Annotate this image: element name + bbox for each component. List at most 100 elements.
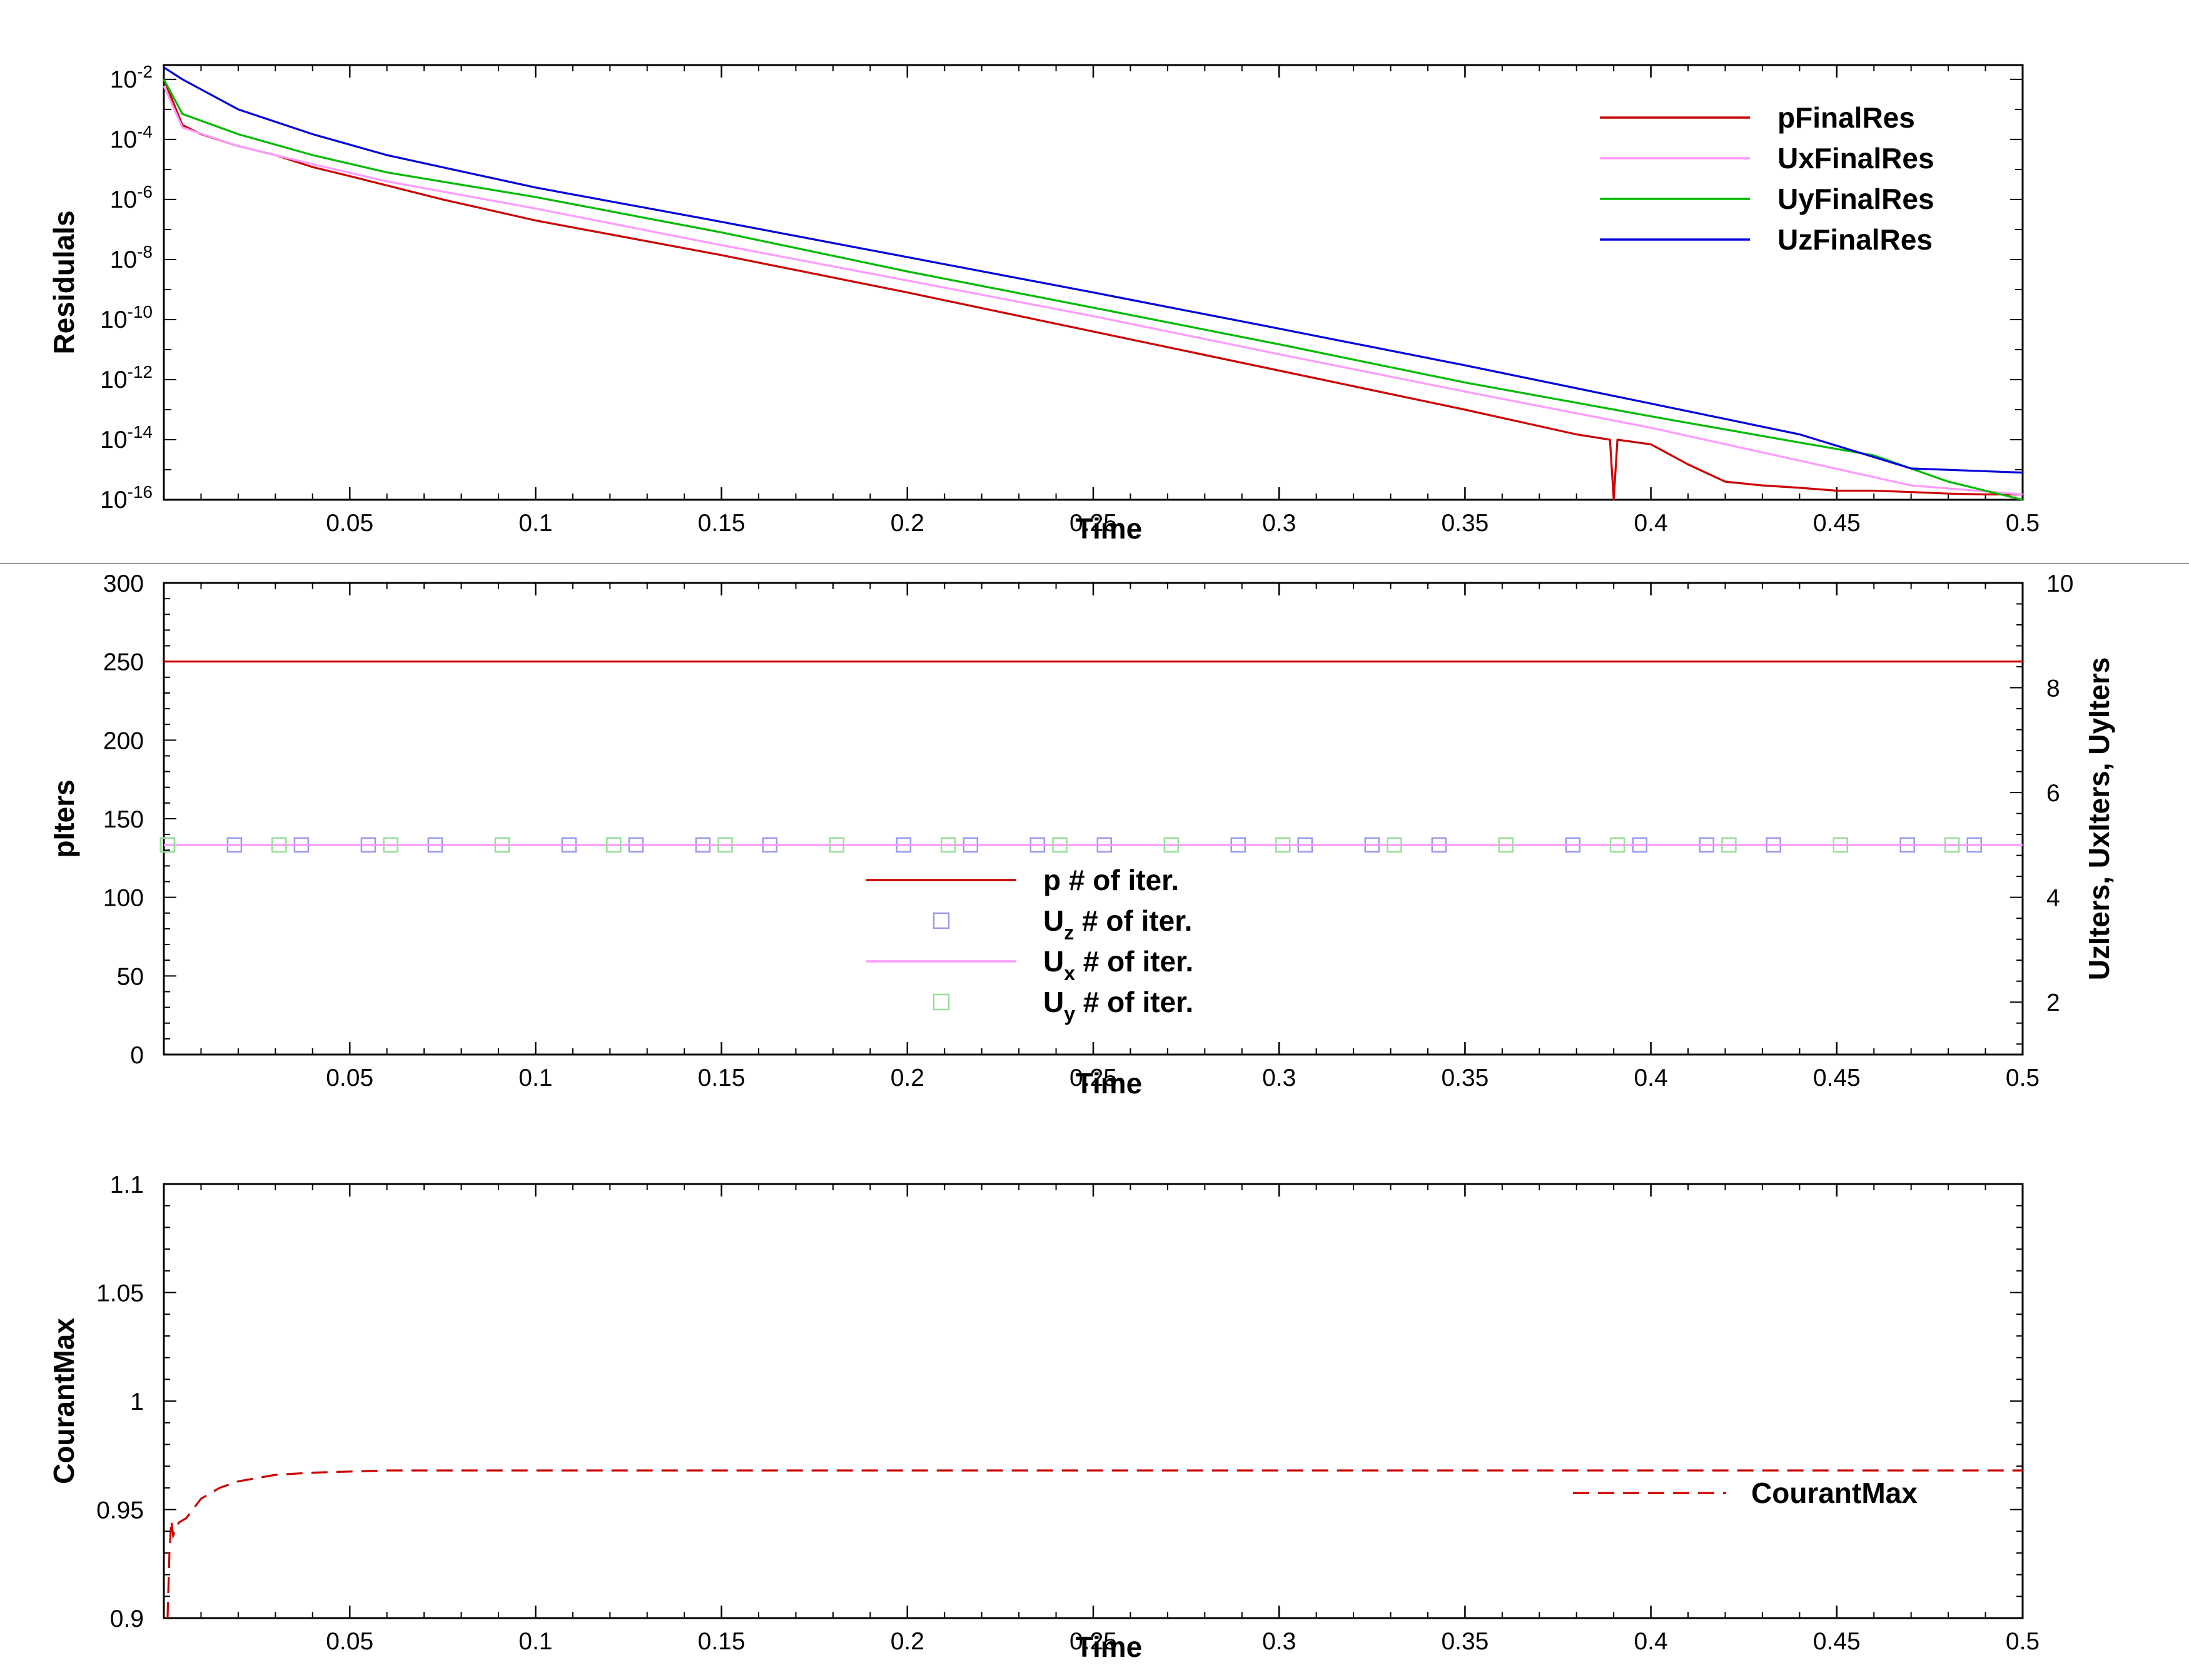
legend-label-p: pFinalRes xyxy=(1777,101,1915,134)
series-marker-Uy_markers xyxy=(1833,837,1848,853)
y-tick-label: 1 xyxy=(130,1389,144,1415)
y-tick-label: 10-10 xyxy=(100,302,153,333)
x-axis-title: Time xyxy=(1076,512,1143,545)
y-axis-title: Residulals xyxy=(48,210,80,354)
x-tick-label: 0.4 xyxy=(1634,1065,1667,1091)
y-tick-label: 300 xyxy=(103,570,144,597)
series-marker-Uy_markers xyxy=(1498,837,1514,853)
y-tick-label: 10-16 xyxy=(100,482,153,514)
series-line-p xyxy=(163,79,2023,501)
y-axis-title: pIters xyxy=(48,779,80,858)
y2-tick-label: 2 xyxy=(2046,989,2060,1016)
x-tick-label: 0.15 xyxy=(698,1628,746,1655)
legend-label-rest: # of iter. xyxy=(1075,986,1193,1018)
series-marker-Uy_markers xyxy=(1609,837,1625,853)
series-marker-Uy_markers xyxy=(383,837,398,853)
y2-axis-title: UzIters, UxIters, UyIters xyxy=(2083,657,2115,980)
series-marker-Uy_markers xyxy=(940,837,956,853)
legend-label-rest: # of iter. xyxy=(1075,945,1193,978)
legend-label-Uy: UyFinalRes xyxy=(1777,183,1934,215)
legend-label-main: U xyxy=(1043,945,1064,978)
legend-label-rest: # of iter. xyxy=(1061,864,1179,896)
x-tick-label: 0.35 xyxy=(1441,1628,1489,1655)
legend-label-subscript: x xyxy=(1064,962,1075,984)
legend-label-main: p xyxy=(1043,864,1061,896)
x-tick-label: 0.35 xyxy=(1441,1065,1489,1091)
legend-label: Uy # of iter. xyxy=(1043,986,1193,1025)
legend-label: Uz # of iter. xyxy=(1043,904,1192,944)
y-tick-exponent: -8 xyxy=(137,242,153,261)
x-tick-label: 0.2 xyxy=(891,1065,924,1091)
legend-label-subscript: z xyxy=(1064,921,1074,944)
legend-swatch-Uy_markers xyxy=(933,993,950,1011)
x-tick-label: 0.25 xyxy=(1069,1628,1117,1655)
series-marker-Uy_markers xyxy=(1944,837,1960,853)
y-tick-label: 10-14 xyxy=(100,422,153,453)
x-tick-label: 0.5 xyxy=(2006,1628,2040,1655)
y-tick-exponent: -16 xyxy=(128,482,153,502)
x-tick-label: 0.1 xyxy=(518,1628,552,1655)
series-marker-Uy_markers xyxy=(271,837,287,853)
y-axis-title: CourantMax xyxy=(48,1318,80,1484)
x-tick-label: 0.4 xyxy=(1634,1628,1667,1655)
y2-tick-label: 8 xyxy=(2046,676,2060,702)
x-tick-label: 0.45 xyxy=(1813,510,1861,537)
series-line-Uy xyxy=(163,79,2023,501)
residuals-chart: 0.05 0.1 0.15 0.2 0.25 0.3 0.35 0.4 0.45 0.5 Time R… xyxy=(48,62,2040,545)
x-tick-label: 0.1 xyxy=(518,1065,552,1091)
series-line-Ux xyxy=(163,85,2023,496)
series-line-courant xyxy=(166,1469,2023,1619)
y2-tick-label: 6 xyxy=(2046,780,2060,807)
legend-label-rest: # of iter. xyxy=(1074,904,1192,937)
legend-label-subscript: y xyxy=(1064,1003,1075,1025)
x-tick-label: 0.1 xyxy=(518,510,552,537)
legend-swatch-Uz_markers xyxy=(933,912,950,929)
legend-label-main: U xyxy=(1043,904,1064,937)
y-tick-base: 10 xyxy=(110,186,137,213)
series-marker-Uy_markers xyxy=(1275,837,1291,853)
x-tick-label: 0.2 xyxy=(891,510,924,537)
x-tick-label: 0.3 xyxy=(1262,510,1296,537)
x-tick-label: 0.3 xyxy=(1262,1628,1296,1655)
x-tick-label: 0.05 xyxy=(326,1628,373,1655)
chart-panels: 0.05 0.1 0.15 0.2 0.25 0.3 0.35 0.4 0.45 0.5 Time R… xyxy=(48,62,2115,1663)
series-marker-Uy_markers xyxy=(829,837,845,853)
series-marker-Uy_markers xyxy=(605,837,622,853)
y-tick-label: 50 xyxy=(117,963,144,990)
y-tick-exponent: -10 xyxy=(128,302,153,321)
y-tick-label: 10-6 xyxy=(110,182,153,213)
y-tick-base: 10 xyxy=(110,246,137,273)
y-tick-base: 10 xyxy=(100,367,127,393)
y-tick-label: 200 xyxy=(103,727,144,754)
x-tick-label: 0.35 xyxy=(1441,510,1489,537)
legend-label-courant: CourantMax xyxy=(1751,1477,1918,1509)
y-tick-label: 10-2 xyxy=(110,62,153,93)
y-tick-label: 250 xyxy=(103,649,144,676)
x-tick-label: 0.2 xyxy=(891,1628,924,1655)
x-tick-label: 0.45 xyxy=(1813,1065,1861,1091)
x-axis-title: Time xyxy=(1076,1631,1143,1663)
series-marker-Uy_markers xyxy=(159,837,176,853)
y-tick-base: 10 xyxy=(100,487,127,514)
legend-label-Uz: UzFinalRes xyxy=(1777,223,1933,256)
y-tick-exponent: -6 xyxy=(137,182,153,201)
y-tick-exponent: -14 xyxy=(128,422,153,442)
courant-chart: 0.05 0.1 0.15 0.2 0.25 0.3 0.35 0.4 0.45 0.5 Time C… xyxy=(48,1171,2040,1663)
x-axis-title: Time xyxy=(1076,1067,1143,1100)
y-tick-exponent: -2 xyxy=(137,62,153,81)
iterations-chart: 0.05 0.1 0.15 0.2 0.25 0.3 0.35 0.4 0.45 0.5 Time p… xyxy=(48,570,2115,1100)
legend-label-main: U xyxy=(1043,986,1064,1018)
x-tick-label: 0.5 xyxy=(2006,1065,2040,1091)
y-tick-label: 10-8 xyxy=(110,242,153,273)
y-tick-exponent: -4 xyxy=(137,122,153,141)
series-marker-Uy_markers xyxy=(1163,837,1180,853)
y-tick-label: 10-4 xyxy=(110,122,153,153)
x-tick-label: 0.15 xyxy=(698,1065,746,1091)
x-tick-label: 0.3 xyxy=(1262,1065,1296,1091)
y-tick-label: 0.95 xyxy=(96,1497,144,1524)
series-line-Uz xyxy=(163,66,2023,474)
y-tick-label: 0 xyxy=(130,1042,144,1069)
y-tick-label: 100 xyxy=(103,885,144,912)
